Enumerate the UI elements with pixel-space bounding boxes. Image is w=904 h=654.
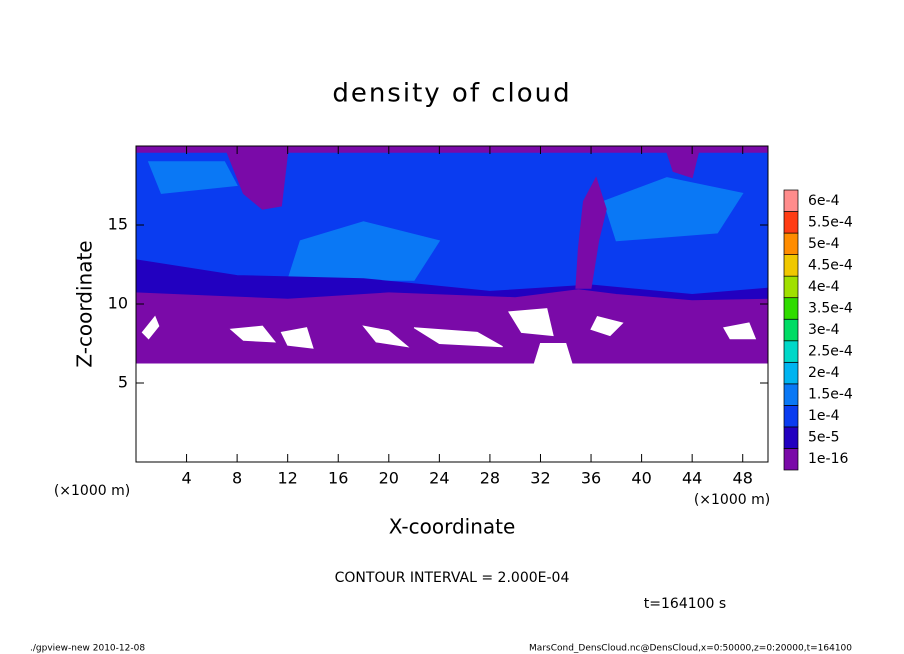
x-tick-label: 44 (682, 469, 702, 488)
masked-region (135, 363, 769, 463)
colorbar-label: 6e-4 (808, 193, 840, 209)
colorbar-box (783, 211, 799, 234)
x-tick-label: 20 (379, 469, 399, 488)
masked-region (508, 308, 554, 337)
y-axis-label: Z-coordinate (73, 240, 97, 367)
masked-region (723, 322, 757, 340)
colorbar-label: 2.5e-4 (808, 344, 853, 360)
colorbar-box (783, 254, 799, 277)
colorbar-box (783, 448, 799, 471)
colorbar-box (783, 318, 799, 342)
contour-region (575, 176, 607, 289)
masked-region (533, 343, 573, 365)
y-tick-label: 15 (108, 215, 128, 234)
x-tick-label: 16 (328, 469, 348, 488)
masked-region (362, 325, 410, 348)
colorbar-label: 5.5e-4 (808, 214, 853, 230)
contour-region (226, 151, 289, 210)
masked-region (590, 316, 624, 337)
colorbar-box (783, 426, 799, 449)
colorbar-label: 3e-4 (808, 322, 840, 338)
time-label: t=164100 s (644, 596, 726, 612)
y-tick-label: 5 (118, 373, 128, 392)
colorbar-label: 1e-16 (808, 451, 848, 467)
colorbar-label: 4e-4 (808, 279, 840, 295)
colorbar-label: 4.5e-4 (808, 257, 853, 273)
colorbar-label: 5e-4 (808, 236, 840, 252)
chart-title: density of cloud (332, 79, 571, 109)
contour-region (135, 289, 769, 365)
colorbar-label: 1.5e-4 (808, 387, 853, 403)
y-tick-label: 10 (108, 294, 128, 313)
footer-right: MarsCond_DensCloud.nc@DensCloud,x=0:5000… (529, 644, 852, 654)
contour-region (135, 145, 769, 153)
x-axis-label: X-coordinate (389, 515, 516, 539)
masked-region (141, 315, 160, 340)
colorbar-box (783, 275, 799, 299)
contour-region (147, 161, 238, 194)
x-tick-label: 36 (581, 469, 601, 488)
contour-region (666, 151, 700, 179)
colorbar-label: 3.5e-4 (808, 300, 853, 316)
colorbar-box (783, 361, 799, 385)
x-tick-label: 24 (429, 469, 449, 488)
x-tick-label: 12 (278, 469, 298, 488)
colorbar-box (783, 340, 799, 363)
contour-region (287, 221, 441, 281)
x-tick-label: 48 (733, 469, 753, 488)
colorbar-box (783, 405, 799, 428)
x-tick-label: 4 (181, 469, 191, 488)
masked-region (229, 325, 277, 343)
x-unit: (×1000 m) (54, 483, 130, 499)
x-tick-label: 28 (480, 469, 500, 488)
footer-left: ./gpview-new 2010-12-08 (30, 644, 145, 654)
y-unit: (×1000 m) (694, 492, 770, 508)
colorbar-label: 1e-4 (808, 408, 840, 424)
colorbar-box (783, 297, 799, 320)
x-tick-label: 8 (232, 469, 242, 488)
masked-region (413, 327, 503, 348)
colorbar-box (783, 189, 799, 212)
masked-region (280, 327, 314, 349)
colorbar-box (783, 383, 799, 406)
x-tick-label: 40 (631, 469, 651, 488)
colorbar-label: 2e-4 (808, 365, 840, 381)
x-tick-label: 32 (530, 469, 550, 488)
colorbar-box (783, 232, 799, 255)
colorbar-label: 5e-5 (808, 430, 839, 446)
contour-interval: CONTOUR INTERVAL = 2.000E-04 (335, 570, 570, 586)
